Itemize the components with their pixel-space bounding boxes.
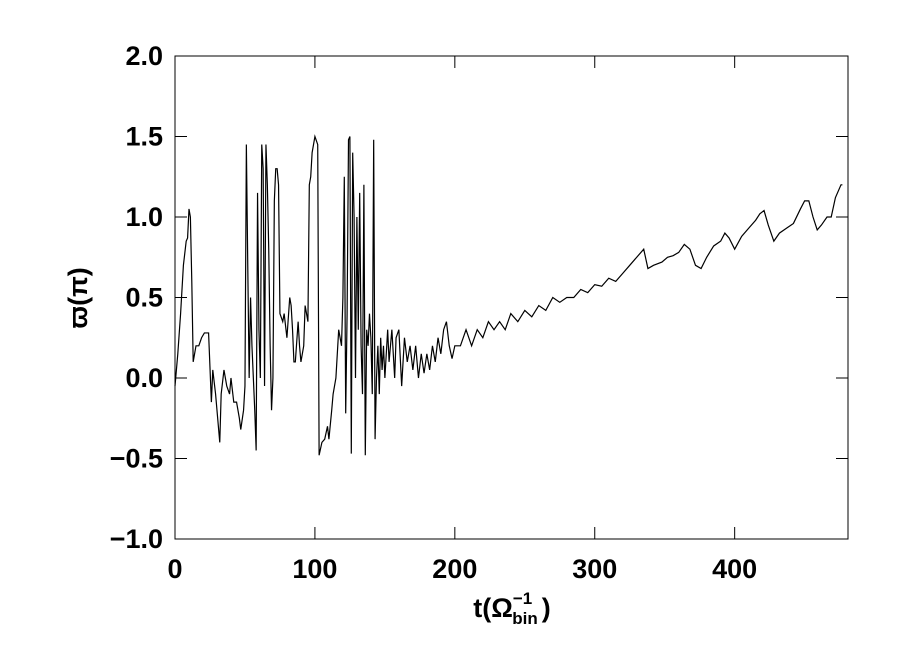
y-tick-label: −1.0 <box>110 524 163 554</box>
y-tick-label: −0.5 <box>110 444 163 474</box>
y-tick-label: 1.0 <box>125 202 163 232</box>
x-tick-label: 100 <box>292 554 337 584</box>
x-tick-label: 300 <box>572 554 617 584</box>
x-label-close: ) <box>542 593 551 623</box>
y-tick-label: 2.0 <box>125 41 163 71</box>
x-label-sub: bin <box>512 609 538 628</box>
y-tick-label: 0.5 <box>125 283 163 313</box>
y-axis-label: ϖ(π) <box>63 267 93 328</box>
x-label-sup: −1 <box>513 589 532 608</box>
y-tick-label: 0.0 <box>125 363 163 393</box>
x-axis-label: t(Ω−1 bin) <box>473 589 551 628</box>
x-tick-label: 200 <box>432 554 477 584</box>
x-tick-label: 400 <box>712 554 757 584</box>
x-label-base: t(Ω <box>473 593 513 623</box>
plot-frame <box>174 55 849 540</box>
data-line <box>174 134 843 456</box>
y-tick-label: 1.5 <box>125 122 163 152</box>
x-tick-label: 0 <box>167 554 182 584</box>
